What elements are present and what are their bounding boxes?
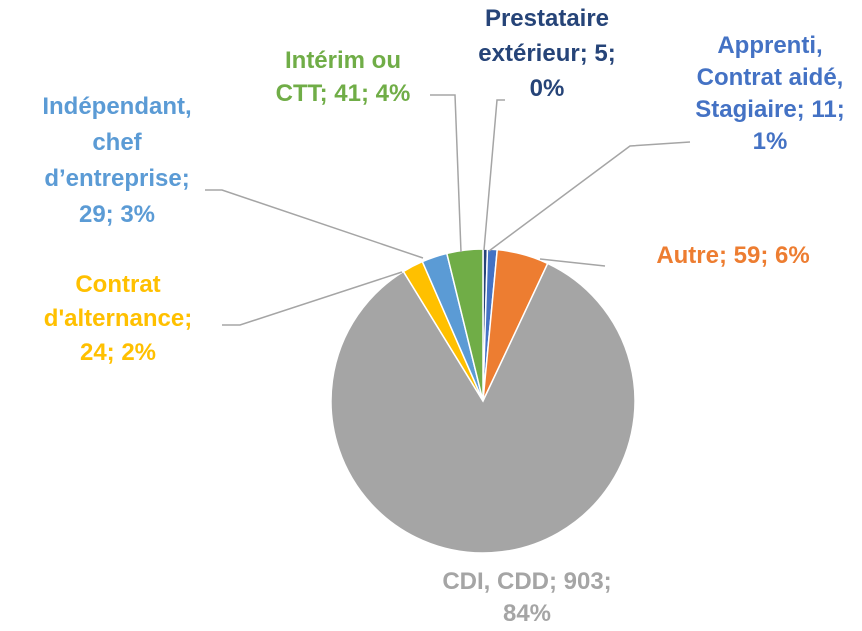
data-label-line: 29; 3%: [79, 201, 155, 228]
data-label-line: d’entreprise;: [44, 165, 189, 192]
leader-line: [483, 99, 505, 251]
data-label-line: Prestataire: [485, 5, 609, 32]
data-label-line: 1%: [753, 128, 788, 155]
leader-line: [539, 258, 606, 267]
data-label-line: CDI, CDD; 903;: [442, 568, 611, 595]
data-label: CDI, CDD; 903; 84%: [442, 568, 611, 627]
data-label: Intérim ou CTT; 41; 4%: [276, 47, 411, 107]
pie: [330, 248, 636, 554]
data-label-line: chef: [92, 129, 142, 156]
data-label-line: Contrat aidé,: [697, 64, 844, 91]
data-label: Indépendant, chef d’entreprise; 29; 3%: [42, 93, 191, 228]
data-label-line: 24; 2%: [80, 339, 156, 366]
data-label-line: Apprenti,: [717, 32, 822, 59]
leader-line: [430, 94, 462, 253]
data-label-line: 84%: [503, 600, 551, 627]
data-label-line: Contrat: [75, 271, 160, 298]
data-label-line: d'alternance;: [44, 305, 192, 332]
leader-line: [488, 141, 691, 252]
data-label-line: Stagiaire; 11;: [695, 96, 844, 123]
data-label-line: Autre; 59; 6%: [656, 242, 809, 269]
data-label-line: CTT; 41; 4%: [276, 80, 411, 107]
data-label: Apprenti, Contrat aidé, Stagiaire; 11; 1%: [695, 32, 844, 155]
data-label-line: Intérim ou: [285, 47, 401, 74]
data-label-line: extérieur; 5;: [478, 40, 615, 67]
data-label: Autre; 59; 6%: [656, 242, 809, 269]
data-label: Prestataire extérieur; 5; 0%: [478, 5, 615, 102]
data-label-line: Indépendant,: [42, 93, 191, 120]
leader-line: [222, 271, 403, 326]
pie-slice: [445, 248, 484, 402]
leader-line: [205, 189, 424, 259]
pie-slice: [330, 262, 636, 554]
data-label-line: 0%: [530, 75, 565, 102]
data-label: Contrat d'alternance; 24; 2%: [44, 271, 192, 366]
